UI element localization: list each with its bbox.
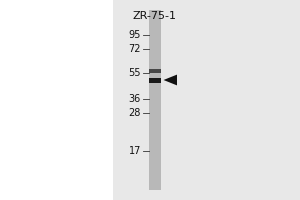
Text: 17: 17 [129, 146, 141, 156]
Bar [148, 77, 160, 82]
Text: ZR-75-1: ZR-75-1 [133, 11, 176, 21]
Bar [112, 0, 300, 200]
Text: 55: 55 [128, 68, 141, 78]
Bar [148, 10, 160, 190]
Polygon shape [164, 75, 177, 85]
Bar [148, 69, 160, 73]
Text: 36: 36 [129, 94, 141, 104]
Text: 95: 95 [129, 30, 141, 40]
Text: 72: 72 [128, 44, 141, 54]
Text: 28: 28 [129, 108, 141, 118]
